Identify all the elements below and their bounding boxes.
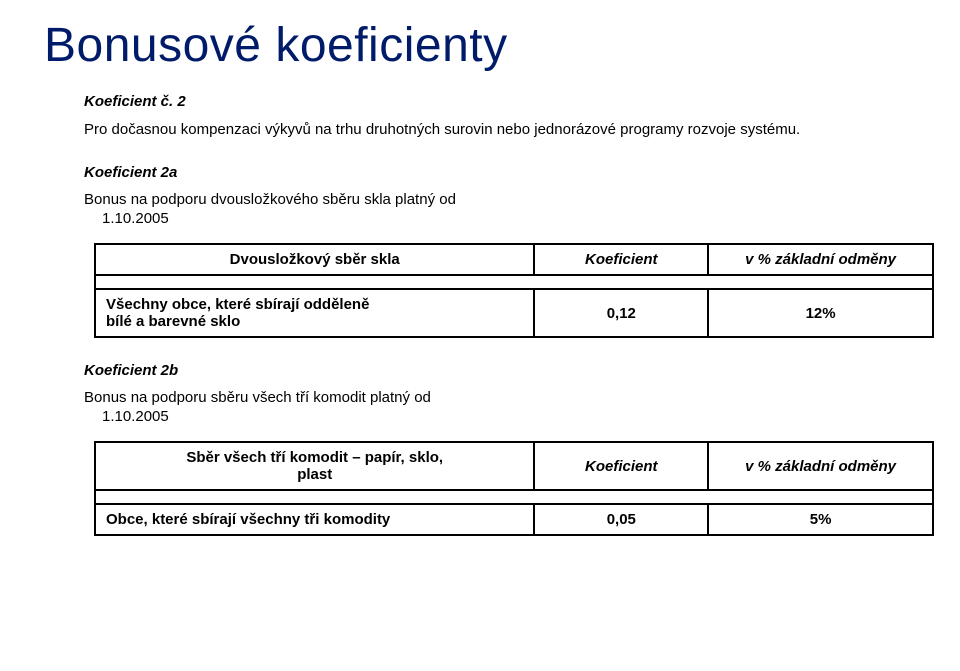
table-row: Všechny obce, které sbírají odděleně bíl…: [95, 289, 933, 337]
k2a-lead: Bonus na podporu dvousložkového sběru sk…: [84, 191, 916, 208]
page-title: Bonusové koeficienty: [44, 18, 916, 73]
k2a-row1-col2: 0,12: [534, 289, 708, 337]
table-row: Obce, které sbírají všechny tři komodity…: [95, 504, 933, 535]
k2b-row1-col3: 5%: [708, 504, 933, 535]
k2a-col3-header: v % základní odměny: [708, 244, 933, 275]
section-k2: Koeficient č. 2 Pro dočasnou kompenzaci …: [84, 93, 916, 536]
k2a-table: Dvousložkový sběr skla Koeficient v % zá…: [94, 243, 934, 338]
k2b-date: 1.10.2005: [102, 408, 916, 425]
k2-heading: Koeficient č. 2: [84, 93, 916, 110]
k2b-table: Sběr všech tří komodit – papír, sklo, pl…: [94, 441, 934, 536]
table-row: Dvousložkový sběr skla Koeficient v % zá…: [95, 244, 933, 275]
k2b-row1-col1: Obce, které sbírají všechny tři komodity: [95, 504, 534, 535]
k2b-col1-header-line1: Sběr všech tří komodit – papír, sklo,: [186, 449, 443, 466]
table-gap: [95, 490, 933, 504]
k2b-col3-header: v % základní odměny: [708, 442, 933, 490]
table-gap: [95, 275, 933, 289]
k2-paragraph: Pro dočasnou kompenzaci výkyvů na trhu d…: [84, 120, 916, 140]
k2a-col1-header: Dvousložkový sběr skla: [95, 244, 534, 275]
table-row: Sběr všech tří komodit – papír, sklo, pl…: [95, 442, 933, 490]
k2a-row1-col1: Všechny obce, které sbírají odděleně bíl…: [95, 289, 534, 337]
k2a-row1-col1-line1: Všechny obce, které sbírají odděleně: [106, 296, 369, 313]
k2a-row1-col3: 12%: [708, 289, 933, 337]
k2b-heading: Koeficient 2b: [84, 362, 916, 379]
k2b-col1-header: Sběr všech tří komodit – papír, sklo, pl…: [95, 442, 534, 490]
k2a-row1-col1-line2: bílé a barevné sklo: [106, 313, 240, 330]
k2a-date: 1.10.2005: [102, 210, 916, 227]
k2b-row1-col2: 0,05: [534, 504, 708, 535]
k2a-heading: Koeficient 2a: [84, 164, 916, 181]
k2b-col1-header-line2: plast: [297, 466, 332, 483]
page: Bonusové koeficienty Koeficient č. 2 Pro…: [0, 0, 960, 536]
k2a-col2-header: Koeficient: [534, 244, 708, 275]
k2b-col2-header: Koeficient: [534, 442, 708, 490]
k2b-lead: Bonus na podporu sběru všech tří komodit…: [84, 389, 916, 406]
